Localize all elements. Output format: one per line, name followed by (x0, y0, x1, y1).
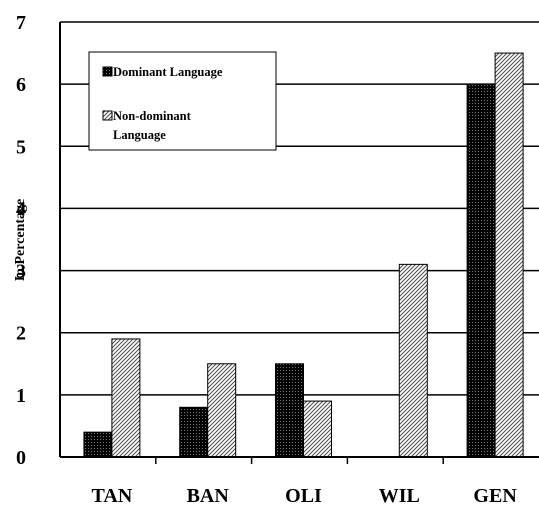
y-tick-label: 6 (16, 74, 26, 96)
x-category-label: BAN (187, 485, 230, 505)
bar-dominant-tan (83, 431, 113, 458)
legend-swatch-nondominant (102, 110, 113, 121)
legend: Dominant Language Non-dominant Language (88, 51, 277, 151)
legend-label-nondominant: Non-dominant (113, 109, 192, 123)
legend-label-dominant: Dominant Language (113, 65, 223, 79)
x-category-labels: TAN BAN OLI WIL GEN (92, 485, 518, 505)
y-tick-label: 2 (16, 323, 26, 345)
y-tick-label: 5 (16, 136, 26, 158)
bar-nondominant-wil (398, 263, 428, 458)
bar-dominant-gen (466, 83, 496, 458)
bar-nondominant-tan (111, 338, 141, 458)
x-category-label: GEN (473, 485, 517, 505)
bar-nondominant-oli (303, 400, 332, 458)
y-tick-label: 4 (16, 198, 26, 220)
bar-dominant-ban (179, 406, 209, 458)
y-tick-labels: 0 1 2 3 4 5 6 7 (16, 12, 26, 469)
x-category-label: OLI (285, 485, 322, 505)
y-tick-label: 7 (16, 12, 26, 34)
y-tick-label: 0 (16, 447, 26, 469)
bar-nondominant-gen (494, 52, 524, 458)
legend-swatch-dominant (102, 66, 113, 77)
legend-label-language: Language (113, 128, 166, 142)
x-axis-ticks (155, 457, 444, 464)
x-category-label: TAN (92, 485, 133, 505)
y-tick-label: 3 (16, 261, 26, 283)
bars (83, 52, 524, 458)
bar-nondominant-ban (207, 363, 237, 458)
y-tick-label: 1 (16, 385, 26, 407)
bar-dominant-oli (275, 363, 304, 458)
x-category-label: WIL (379, 485, 420, 505)
y-axis-title: In Percentage (13, 199, 28, 282)
legend-box (88, 51, 277, 151)
